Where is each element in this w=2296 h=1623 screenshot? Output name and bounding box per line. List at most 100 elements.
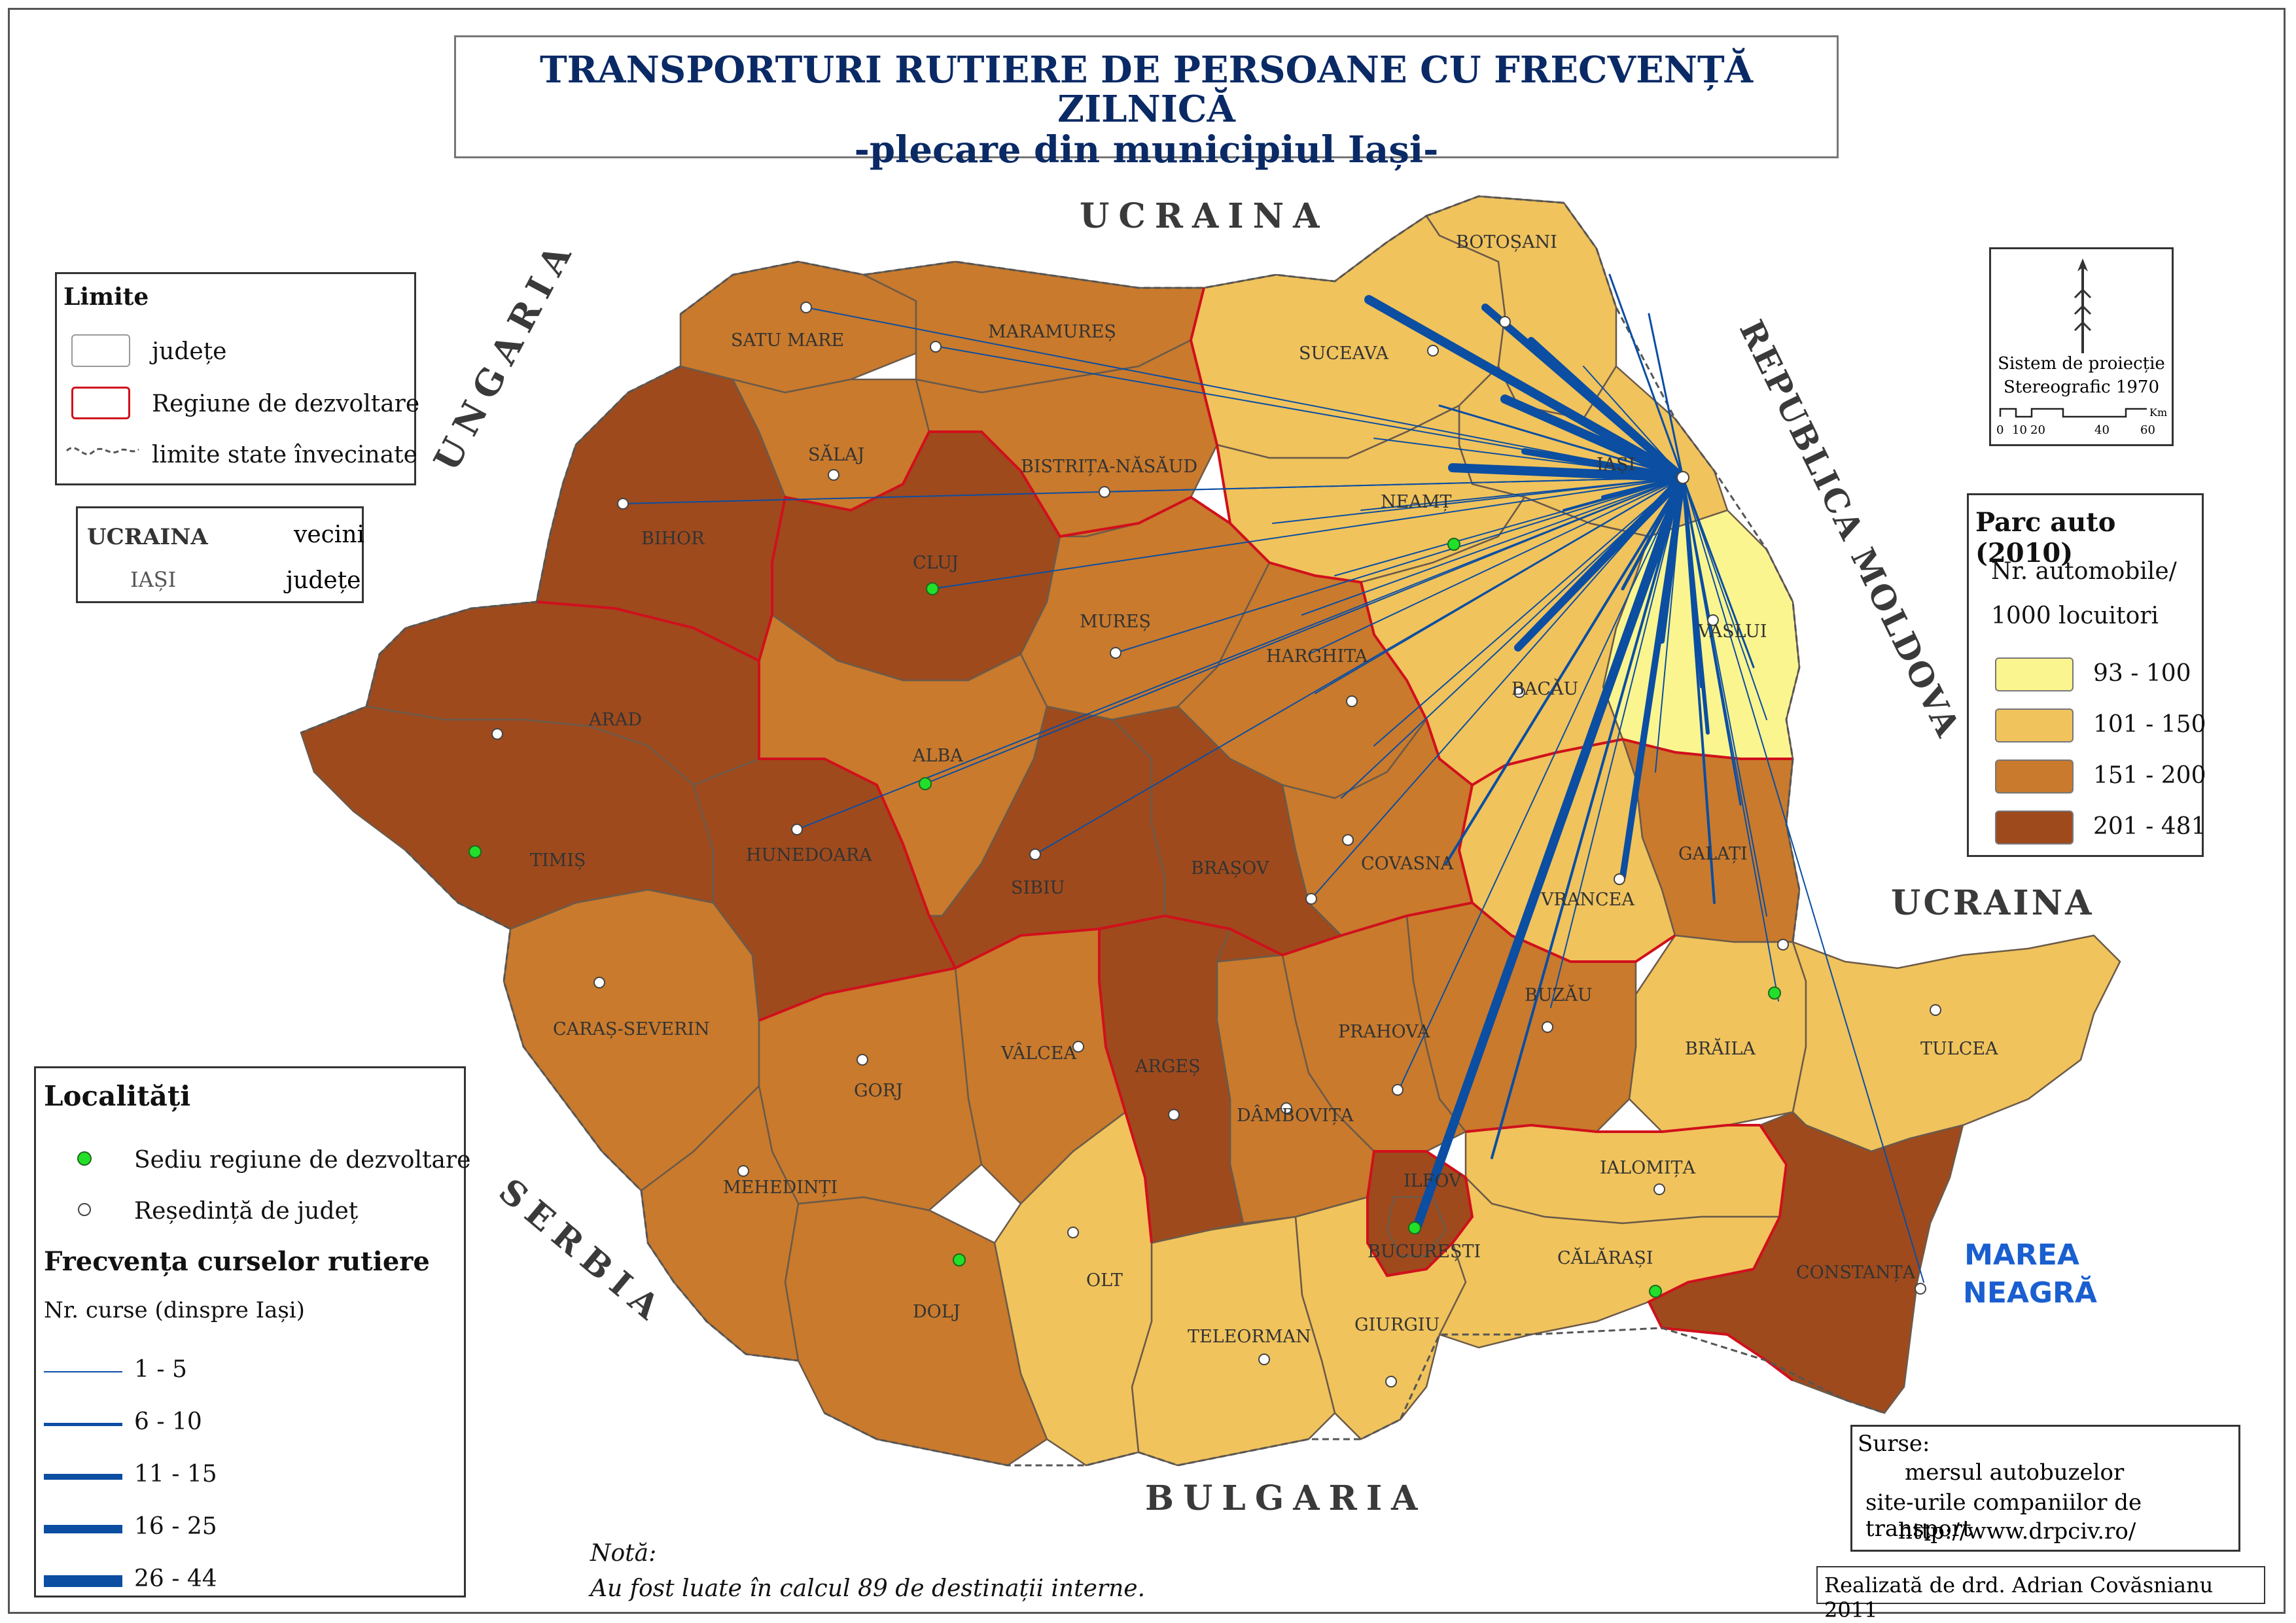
- county-label-brasov: BRAȘOV: [1191, 858, 1269, 879]
- freq-label-3: 16 - 25: [134, 1513, 217, 1540]
- route-line: [1615, 476, 1684, 551]
- resedinta-judet-dot: [930, 341, 942, 353]
- neighbor-label: vecini: [294, 521, 365, 548]
- legend-state: limite state învecinate: [152, 442, 417, 468]
- map-frame: [8, 8, 2286, 1614]
- route-line: [1301, 477, 1684, 616]
- parc-label-1: 101 - 150: [2093, 711, 2206, 738]
- parc-swatch-2: [1995, 759, 2074, 794]
- county-label-mehedinti: MEHEDINȚI: [723, 1178, 838, 1198]
- route-line: [1608, 273, 1684, 479]
- parc-auto-title: Parc auto (2010): [1975, 507, 2116, 568]
- county-label-bacau: BACĂU: [1511, 679, 1579, 699]
- route-line: [1563, 476, 1684, 512]
- county-label-cluj: CLUJ: [913, 553, 959, 573]
- localitati-title: Localități: [44, 1080, 191, 1112]
- county-label-arges: ARGEȘ: [1135, 1056, 1201, 1077]
- county-label-teleorman: TELEORMAN: [1188, 1327, 1311, 1347]
- neighbor-boundaries: [300, 195, 1885, 1467]
- routes: [622, 273, 1924, 1283]
- county-label-harghita: HARGHITA: [1266, 646, 1368, 667]
- scale-tick-40: 40: [2094, 423, 2110, 437]
- resedinta-judet-dot: [1930, 1004, 1941, 1016]
- resedinta-judet-dot: [1915, 1283, 1926, 1295]
- resedinta-judet-dot: [1029, 848, 1041, 860]
- county-label-botosani: BOTOȘANI: [1456, 232, 1557, 253]
- county-seats: [468, 302, 1941, 1387]
- county-polygons: [300, 195, 2121, 1467]
- resedinta-judet-dot: [1614, 873, 1625, 885]
- county-label-suceava: SUCEAVA: [1299, 343, 1388, 364]
- resedinta-judet-dot: [1777, 939, 1789, 951]
- region-borders: [536, 287, 1794, 1382]
- freq-line-1: [44, 1422, 122, 1426]
- county-label-bucuresti: BUCUREȘTI: [1368, 1242, 1481, 1262]
- county-label-constanta: CONSTANȚA: [1796, 1263, 1916, 1283]
- route-line: [932, 477, 1684, 589]
- resedinta-judet-dot: [791, 824, 803, 835]
- freq-label-4: 26 - 44: [134, 1565, 217, 1592]
- resedinta-judet-dot: [1110, 647, 1122, 659]
- resedinta-judet-dot: [1542, 1021, 1553, 1033]
- north-arrow-icon: [2074, 258, 2092, 353]
- county-label-dambovita: DÂMBOVIȚA: [1237, 1106, 1354, 1126]
- route-line: [1373, 477, 1684, 746]
- sources-title: Surse:: [1858, 1431, 1930, 1457]
- sediu-regiune-dot: [953, 1253, 966, 1266]
- route-line: [1528, 337, 1686, 481]
- route-line: [1272, 477, 1684, 524]
- route-line: [925, 477, 1684, 784]
- resedinta-judet-dot: [1392, 1084, 1404, 1096]
- county-braila: [1628, 934, 1807, 1133]
- sea-line2: NEAGRĂ: [1963, 1276, 2097, 1310]
- county-label-alba: ALBA: [913, 746, 963, 766]
- county-label-braila: BRĂILA: [1685, 1039, 1756, 1059]
- scale-tick-60: 60: [2140, 423, 2155, 437]
- resedinta-judet-dot: [1072, 1041, 1084, 1053]
- iasi-origin-dot: [1676, 471, 1689, 484]
- author-text: Realizată de drd. Adrian Covăsnianu 2011: [1824, 1573, 2214, 1622]
- county-tulcea: [1791, 934, 2121, 1153]
- freq-line-0: [44, 1371, 122, 1372]
- county-label-ialomita: IALOMIȚA: [1600, 1158, 1696, 1178]
- label-ucraina-north: UCRAINA: [1080, 196, 1329, 236]
- source-2: site-urile companiilor de transport: [1865, 1490, 2142, 1542]
- label-bulgaria: BULGARIA: [1145, 1478, 1427, 1518]
- route-line: [1682, 477, 1924, 1283]
- title-box: TRANSPORTURI RUTIERE DE PERSOANE CU FREC…: [454, 35, 1839, 171]
- route-line: [1682, 476, 1742, 806]
- freq-label-1: 6 - 10: [134, 1408, 202, 1435]
- parc-label-2: 151 - 200: [2093, 762, 2206, 789]
- county-label-buzau: BUZĂU: [1525, 985, 1593, 1005]
- legend-judete: județe: [152, 338, 227, 365]
- county-label-calarasi: CĂLĂRAȘI: [1557, 1248, 1653, 1268]
- county-boundary-swatch: [71, 334, 130, 367]
- resedinta-judet-dot: [1499, 316, 1511, 328]
- sediu-regiune-dot: [468, 845, 482, 858]
- freq-line-3: [44, 1524, 122, 1533]
- freq-sub: Nr. curse (dinspre Iași): [44, 1297, 305, 1323]
- source-3: http://www.drpciv.ro/: [1898, 1518, 2136, 1544]
- map-title: TRANSPORTURI RUTIERE DE PERSOANE CU FREC…: [539, 48, 1754, 131]
- resedinta-judet-dot: [857, 1054, 868, 1066]
- county-label-covasna: COVASNA: [1361, 854, 1454, 874]
- state-boundary-swatch: [65, 447, 139, 455]
- freq-label-2: 11 - 15: [134, 1461, 217, 1488]
- route-line: [622, 477, 1684, 504]
- projection-line1: Sistem de proiecție: [1998, 354, 2165, 374]
- note-title: Notă:: [590, 1540, 657, 1567]
- sediu-regiune-dot: [926, 582, 939, 595]
- route-line: [1659, 475, 1686, 644]
- note-text: Au fost luate în calcul 89 de destinații…: [590, 1575, 1146, 1602]
- route-line: [1438, 404, 1684, 479]
- county-label-sibiu: SIBIU: [1011, 878, 1065, 898]
- county-sample: IAȘI: [130, 567, 177, 592]
- legend-names: UCRAINA vecini IAȘI județe: [76, 506, 364, 603]
- parc-auto-sub2: 1000 locuitori: [1991, 602, 2159, 629]
- map-subtitle: -plecare din municipiul Iași-: [854, 128, 1439, 171]
- resedinta-judet-dot: [617, 498, 629, 510]
- scale-tick-0: 0: [1996, 423, 2004, 437]
- route-line: [1311, 477, 1684, 899]
- legend-resedinta: Reședință de județ: [134, 1198, 359, 1225]
